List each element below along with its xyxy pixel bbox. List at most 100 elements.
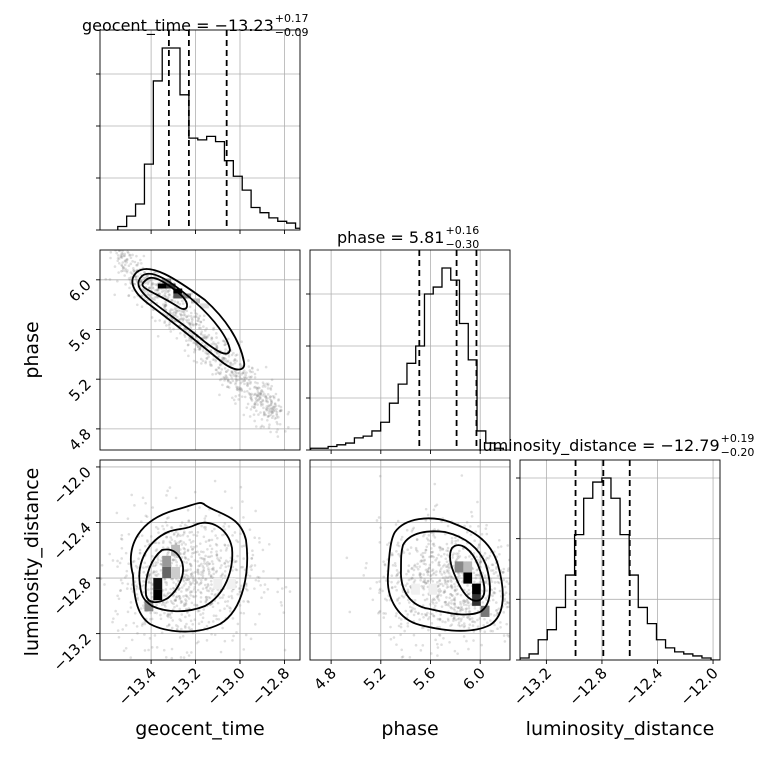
scatter-point [432, 572, 435, 576]
scatter-point [218, 363, 222, 366]
scatter-point [426, 569, 430, 573]
scatter-point [161, 541, 165, 545]
y-tick-label-phase: 5.2 [65, 375, 95, 405]
scatter-point [119, 578, 123, 582]
scatter-point [440, 573, 444, 576]
scatter-point [206, 560, 209, 564]
scatter-point [201, 576, 204, 580]
histogram-luminosity_distance [520, 477, 720, 660]
scatter-point [270, 384, 274, 388]
scatter-point [100, 577, 103, 580]
scatter-point [214, 570, 218, 574]
scatter-point [142, 570, 146, 574]
x-tick-label-phase: 5.6 [410, 664, 440, 694]
density-cell [153, 578, 163, 590]
scatter-point [223, 522, 227, 525]
scatter-point [237, 378, 241, 382]
scatter-point [198, 314, 202, 318]
scatter-point [207, 568, 211, 572]
scatter-point [491, 598, 495, 602]
scatter-point [438, 583, 441, 586]
scatter-point [197, 572, 200, 576]
scatter-point [240, 340, 243, 344]
scatter-point [201, 359, 205, 363]
scatter-point [412, 633, 416, 637]
scatter-point [117, 257, 121, 260]
scatter-point [150, 283, 154, 287]
scatter-point [195, 360, 199, 364]
scatter-point [414, 610, 417, 614]
scatter-point [436, 617, 440, 621]
scatter-point [426, 579, 430, 583]
scatter-point [506, 601, 510, 604]
scatter-point [188, 323, 192, 327]
scatter-point [378, 587, 382, 591]
scatter-point [428, 563, 432, 567]
scatter-point [211, 373, 214, 376]
scatter-point [399, 622, 403, 626]
scatter-point [465, 530, 469, 534]
y-tick-label-luminosity_distance: −12.4 [50, 519, 95, 564]
scatter-point [395, 550, 398, 553]
scatter-point [151, 286, 155, 289]
scatter-point [193, 603, 196, 607]
contour-level-1 [138, 521, 234, 613]
scatter-point [448, 596, 451, 600]
scatter-point [175, 595, 178, 599]
scatter-point [189, 568, 192, 571]
scatter-point [125, 258, 129, 261]
scatter-point [129, 587, 133, 591]
scatter-point [139, 258, 142, 262]
scatter-point [269, 399, 273, 402]
scatter-point [120, 251, 124, 255]
scatter-point [256, 368, 260, 372]
scatter-point [180, 317, 183, 320]
scatter-point [390, 580, 393, 584]
scatter-point [269, 388, 273, 391]
scatter-point [156, 556, 159, 559]
scatter-point [490, 580, 494, 583]
scatter-point [218, 393, 221, 397]
scatter-point [432, 614, 436, 618]
scatter-point [452, 552, 456, 555]
scatter-point [229, 361, 232, 365]
scatter-point [283, 648, 287, 652]
title-plus: +0.19 [721, 432, 755, 445]
scatter-point [192, 533, 195, 537]
scatter-point [257, 579, 260, 583]
scatter-point [395, 573, 399, 577]
scatter-point [180, 543, 184, 546]
scatter-point [111, 620, 114, 624]
scatter-point [479, 560, 482, 564]
scatter-point [237, 371, 241, 375]
scatter-point [446, 553, 449, 557]
scatter-point [211, 567, 215, 571]
scatter-point [495, 611, 499, 615]
scatter-point [221, 356, 225, 360]
scatter-point [419, 649, 423, 652]
scatter-point [420, 612, 424, 616]
scatter-point [457, 621, 461, 624]
scatter-point [183, 603, 187, 607]
scatter-point [219, 549, 223, 552]
scatter-point [129, 256, 133, 260]
scatter-point [185, 622, 188, 626]
scatter-point [196, 550, 199, 554]
scatter-point [274, 409, 277, 413]
scatter-point [474, 576, 478, 580]
scatter-point [205, 598, 209, 602]
scatter-point [496, 580, 500, 584]
scatter-point [469, 533, 473, 536]
panel-title-phase: phase = 5.81 +0.16−0.30 [337, 224, 479, 251]
scatter-point [163, 577, 167, 581]
scatter-point [196, 609, 200, 613]
scatter-point [175, 336, 179, 340]
scatter-point [175, 627, 179, 631]
scatter-point [263, 583, 267, 586]
scatter-point [134, 564, 138, 568]
scatter-point [210, 529, 214, 533]
scatter-point [419, 578, 422, 582]
scatter-point [415, 548, 418, 552]
scatter-point [253, 536, 256, 540]
scatter-point [259, 392, 262, 395]
